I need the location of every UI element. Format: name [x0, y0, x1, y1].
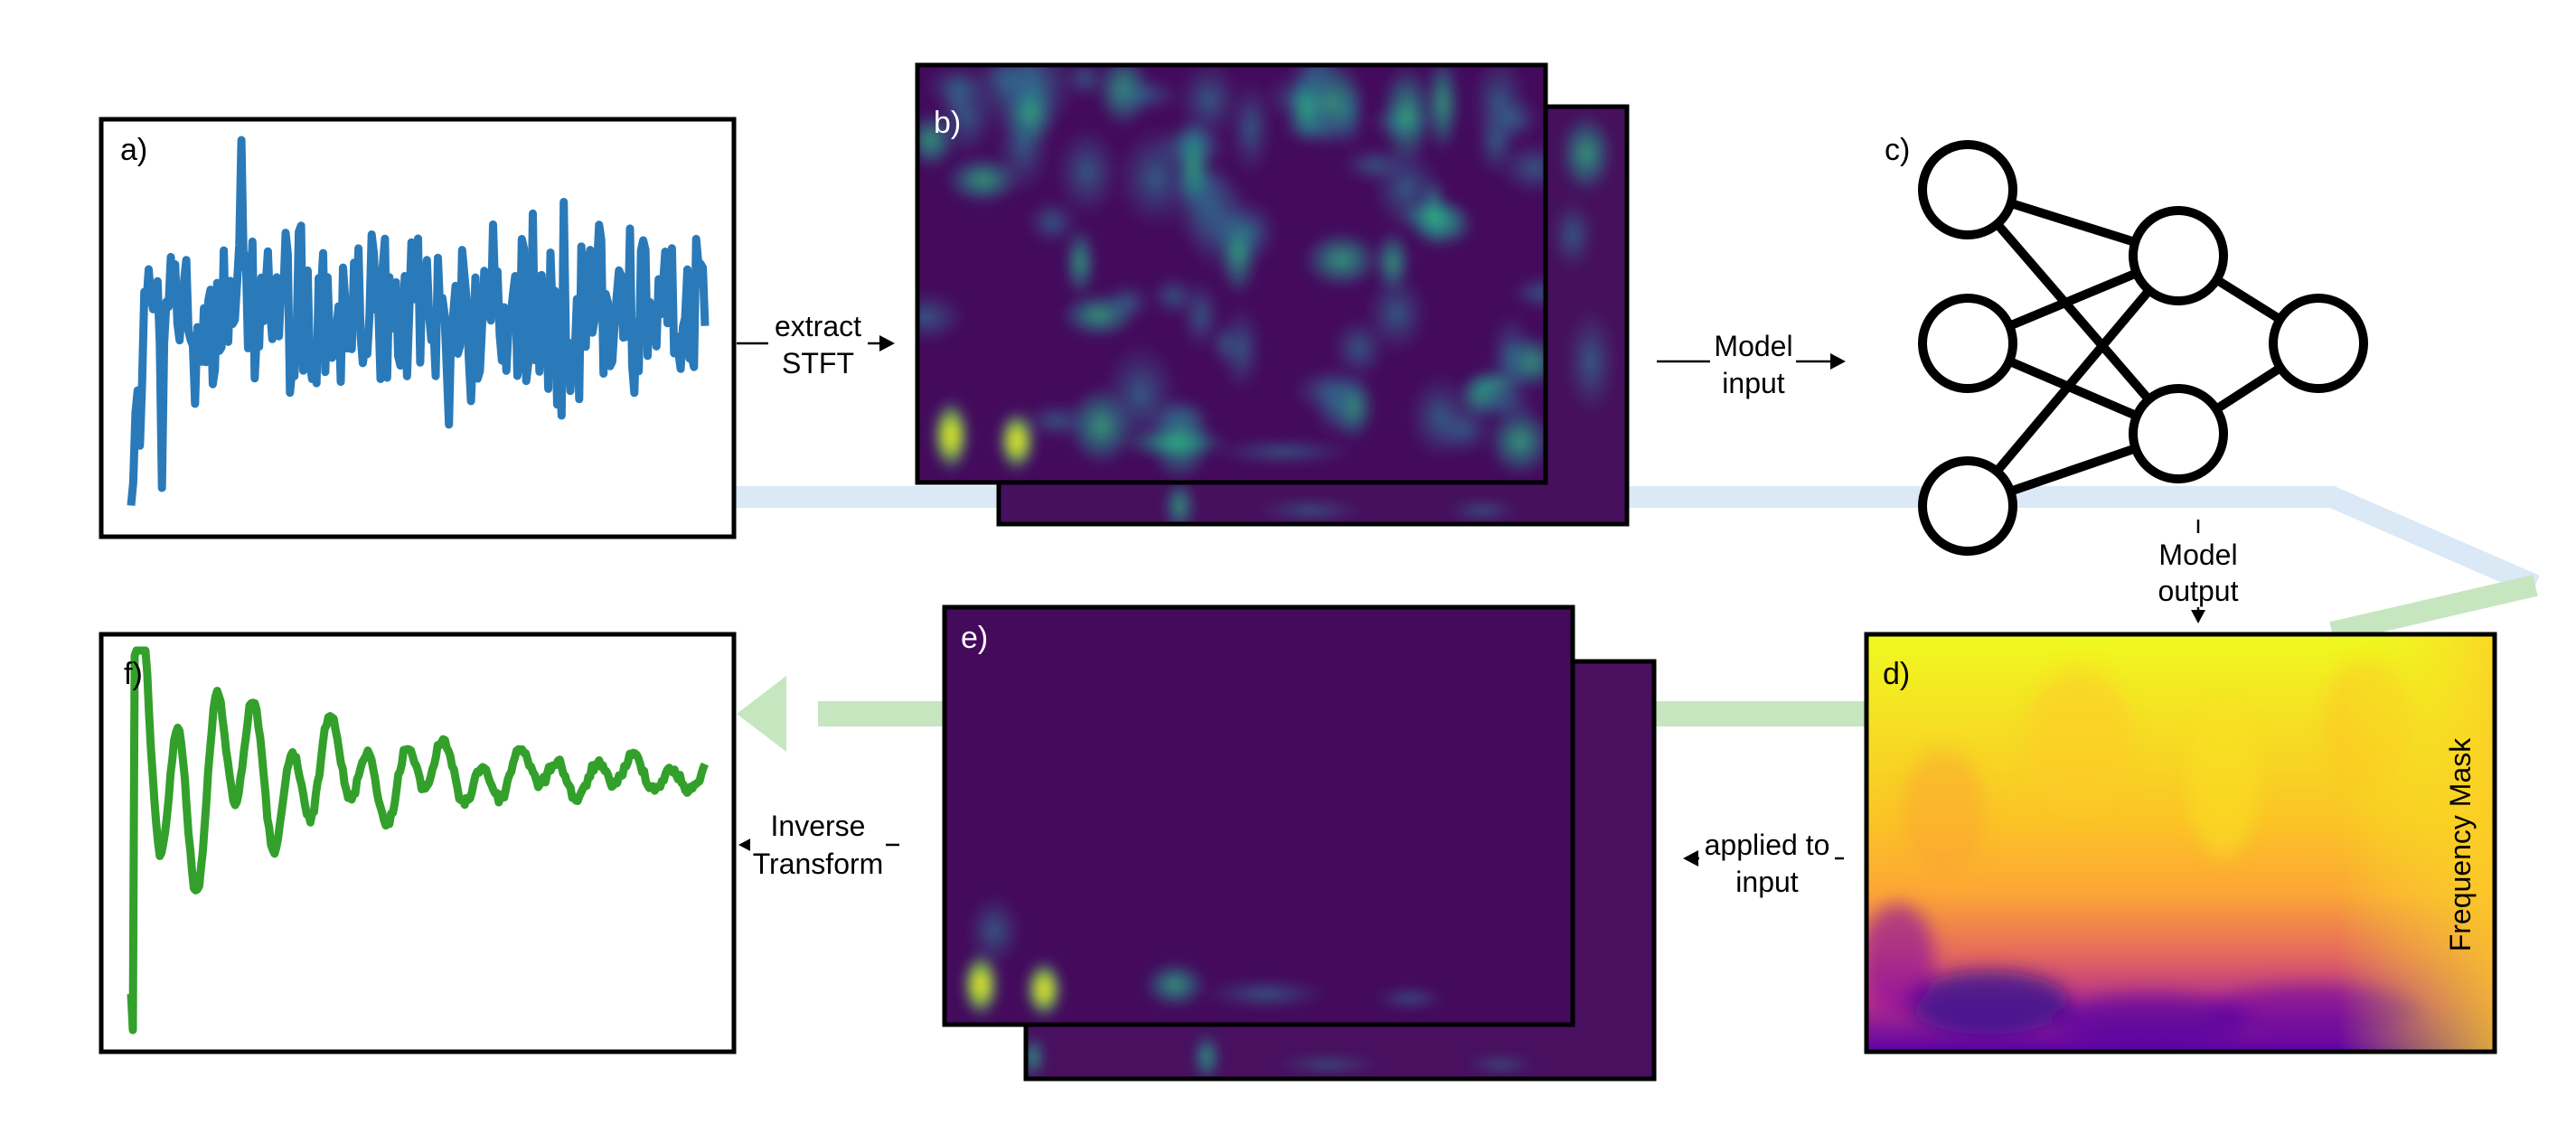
spectrogram-blob — [1218, 208, 1258, 298]
spectrogram-blob — [1180, 278, 1221, 351]
caption-transform: Transform — [753, 848, 884, 880]
connector-model-input: Model input — [1657, 330, 1846, 402]
spectrogram-blob — [997, 408, 1037, 473]
spectrogram-blob — [1105, 77, 1181, 113]
panel-f-label: f) — [124, 657, 143, 691]
frequency-mask-label: Frequency Mask — [2444, 737, 2477, 952]
panel-d-label: d) — [1883, 657, 1910, 691]
spectrogram-blob — [1489, 312, 1535, 400]
panel-b: b) — [915, 62, 1630, 527]
input-node-2 — [1918, 294, 2017, 393]
panel-a-label: a) — [120, 133, 147, 167]
panel-f-frame — [99, 632, 737, 1054]
spectrogram-blob — [1509, 275, 1546, 310]
output-node — [2269, 294, 2368, 393]
spectrogram-blob — [931, 398, 971, 473]
spectrogram-blob — [1486, 96, 1541, 141]
spectrogram-blob — [1311, 370, 1359, 438]
caption-input: input — [1722, 367, 1785, 399]
spectrogram-blob — [1178, 65, 1241, 140]
spectrogram-b-front: b) — [915, 62, 1548, 485]
caption-extract: extract — [775, 310, 861, 342]
hidden-node-1 — [2129, 206, 2228, 305]
spectrogram-blob — [1302, 230, 1381, 289]
panel-b-label: b) — [934, 106, 961, 140]
spectrogram-blob — [1487, 405, 1546, 478]
panel-e-label: e) — [961, 621, 988, 655]
panel-f: f) — [99, 632, 737, 1054]
caption-applied-to: applied to — [1705, 829, 1830, 861]
panel-a: a) — [99, 117, 737, 539]
spectrogram-blob — [1286, 72, 1326, 145]
spectrogram-blob — [1055, 126, 1120, 218]
spectrogram-blob — [1424, 65, 1461, 155]
panel-c: c) — [1885, 133, 2368, 556]
connector-model-output: Model output — [2151, 520, 2245, 623]
spectrogram-blob — [1211, 439, 1356, 464]
spectrogram-blob — [936, 74, 996, 157]
panel-c-label: c) — [1885, 133, 1910, 167]
flow-band-green — [737, 575, 2538, 752]
caption-stft: STFT — [782, 347, 854, 379]
spectrogram-e-front: e) — [942, 604, 1575, 1027]
input-node-1 — [1918, 140, 2017, 239]
panel-a-frame — [99, 117, 737, 539]
denoised-waveform — [127, 646, 710, 1035]
caption-model: Model — [1714, 330, 1792, 362]
spectrogram-blob — [1063, 65, 1106, 98]
noisy-waveform — [127, 136, 710, 506]
caption-applied-input: input — [1735, 866, 1799, 898]
caption-inverse: Inverse — [771, 810, 866, 842]
spectrogram-blob — [1022, 402, 1091, 439]
caption-output: output — [2158, 575, 2239, 607]
spectrogram-blob — [1499, 141, 1546, 195]
spectrogram-blob — [1211, 323, 1238, 366]
hidden-node-2 — [2129, 384, 2228, 483]
spectrogram-blob — [1229, 79, 1273, 177]
spectrogram-blob — [1003, 77, 1058, 149]
spectrogram-blob — [1026, 199, 1078, 246]
spectrogram-blob — [1103, 341, 1179, 446]
connector-inverse-transform: Inverse Transform — [738, 810, 899, 882]
connector-applied-to-input: applied to input — [1683, 824, 1844, 898]
panel-d: d) Frequency Mask — [1864, 632, 2497, 1054]
spectrogram-blob — [1331, 317, 1387, 379]
spectrogram-blob — [1379, 65, 1434, 167]
spectrogram-blob — [1059, 292, 1138, 339]
spectrogram-blob — [917, 291, 966, 343]
connector-extract-stft: extract STFT — [737, 307, 895, 379]
spectrogram-blob — [1174, 117, 1212, 216]
spectrogram-blob — [1407, 373, 1472, 461]
spectrogram-blob — [1121, 426, 1229, 459]
panel-e: e) — [942, 604, 1657, 1082]
flow-arrowhead — [737, 676, 786, 752]
input-node-3 — [1918, 456, 2017, 556]
caption-model-2: Model — [2158, 539, 2237, 571]
spectrogram-blob — [1064, 226, 1096, 298]
spectrogram-blob — [1397, 197, 1470, 235]
